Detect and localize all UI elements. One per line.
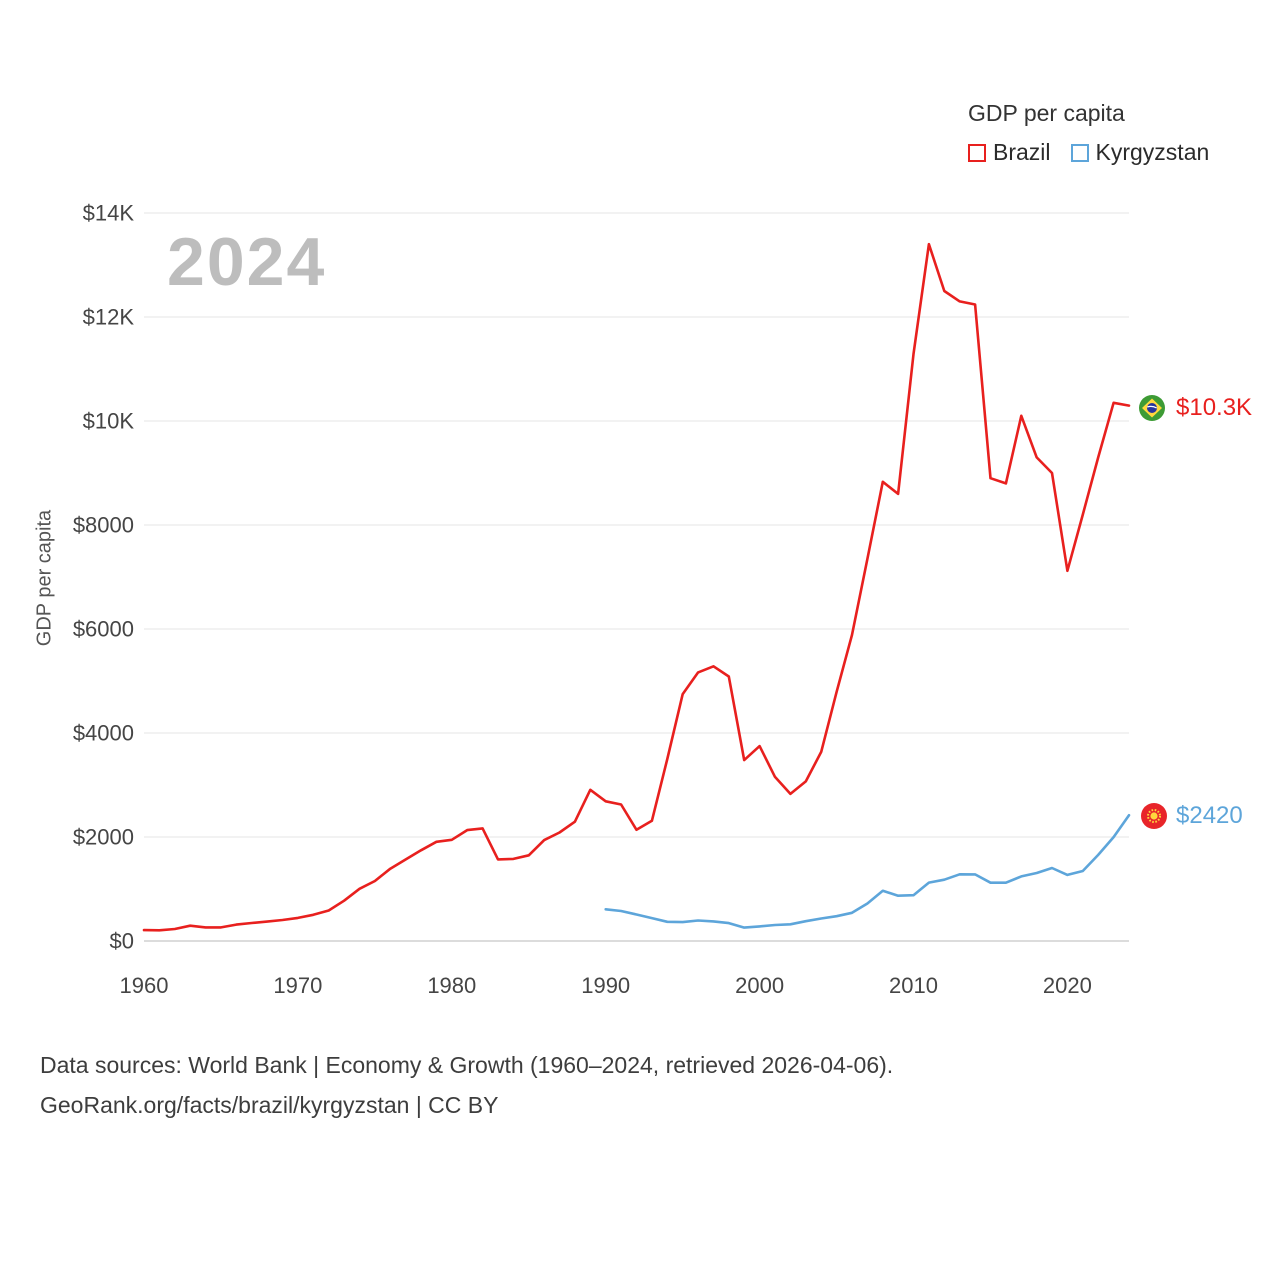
x-tick-label: 2010 [889, 973, 938, 998]
y-tick-label: $12K [83, 305, 135, 330]
y-tick-label: $4000 [73, 721, 134, 746]
legend-item-kyrgyzstan[interactable]: Kyrgyzstan [1070, 139, 1210, 166]
kyrgyzstan-end-value: $2420 [1176, 802, 1243, 829]
legend-item-brazil[interactable]: Brazil [968, 139, 1051, 166]
attribution-footer: Data sources: World Bank | Economy & Gro… [40, 1046, 893, 1125]
x-tick-label: 1960 [120, 973, 169, 998]
brazil-swatch-icon [968, 143, 986, 162]
legend-label-brazil: Brazil [993, 139, 1051, 165]
chart-legend: GDP per capita Brazil Kyrgyzstan [968, 100, 1209, 166]
y-tick-label: $14K [83, 201, 135, 226]
x-tick-label: 2020 [1043, 973, 1092, 998]
series-line-brazil [142, 242, 1131, 932]
y-tick-label: $8000 [73, 513, 134, 538]
data-sources-line: Data sources: World Bank | Economy & Gro… [40, 1052, 894, 1078]
year-watermark: 2024 [167, 224, 327, 300]
legend-title: GDP per capita [968, 100, 1125, 126]
x-tick-label: 1990 [581, 973, 630, 998]
kyrgyzstan-swatch-icon [1070, 143, 1089, 162]
y-tick-label: $10K [83, 409, 135, 434]
x-tick-label: 1980 [427, 973, 476, 998]
y-tick-label: $6000 [73, 617, 134, 642]
brazil-end-value: $10.3K [1176, 394, 1253, 421]
legend-items: Brazil Kyrgyzstan [968, 139, 1209, 166]
georank-url-line: GeoRank.org/facts/brazil/kyrgyzstan | CC… [40, 1091, 499, 1118]
y-tick-label: $2000 [73, 825, 134, 850]
x-tick-label: 2000 [735, 973, 784, 998]
x-tick-label: 1970 [273, 973, 322, 998]
kyrgyzstan-flag-icon [1141, 803, 1167, 829]
brazil-flag-icon [1139, 395, 1165, 421]
legend-label-kyrgyzstan: Kyrgyzstan [1095, 139, 1210, 165]
y-tick-label: $0 [110, 929, 134, 954]
series-line-kyrgyzstan [604, 813, 1131, 929]
